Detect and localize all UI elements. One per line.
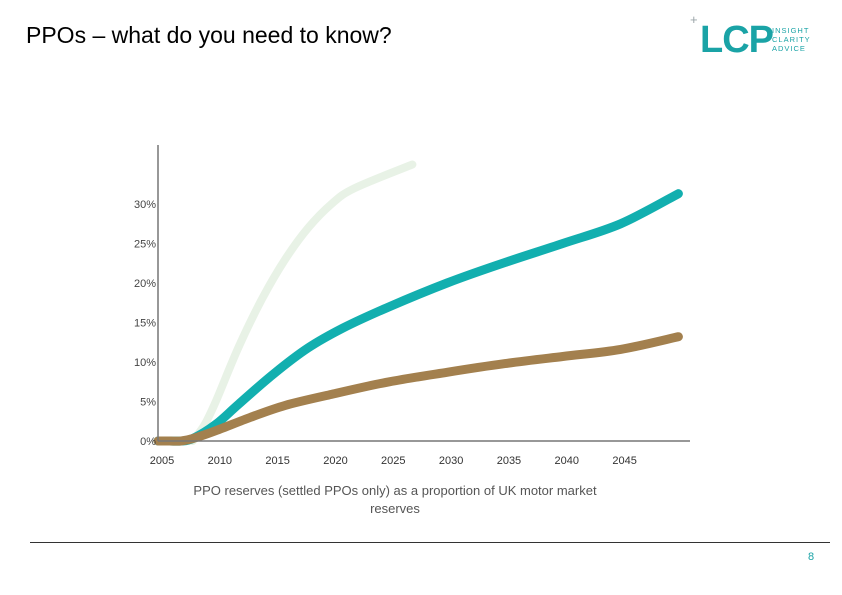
series-layer (153, 160, 683, 446)
x-tick-label: 2015 (265, 455, 289, 467)
logo-tagline: INSIGHT CLARITY ADVICE (772, 26, 811, 53)
y-tick-label: 10% (134, 357, 156, 369)
x-tick-label: 2020 (323, 455, 347, 467)
x-tick-label: 2025 (381, 455, 405, 467)
x-tick-label: 2045 (612, 455, 636, 467)
y-tick-label: 20% (134, 278, 156, 290)
series-line (188, 160, 417, 445)
y-tick-label: 25% (134, 239, 156, 251)
y-tick-label: 15% (134, 318, 156, 330)
footer-divider (30, 542, 830, 543)
x-tick-label: 2035 (497, 455, 521, 467)
logo-tagline-line: INSIGHT (772, 26, 810, 35)
axis-layer: 0% 5% 10% 15% 20% 25% 30% 2005 2010 2015 2020 2025 2… (134, 145, 690, 467)
page-number: 8 (808, 551, 815, 563)
logo-tagline-line: ADVICE (772, 44, 806, 53)
logo-plus-icon: + (690, 12, 698, 27)
x-tick-label: 2040 (555, 455, 579, 467)
x-tick-label: 2030 (439, 455, 463, 467)
logo-tagline-line: CLARITY (772, 35, 811, 44)
series-line (153, 189, 683, 446)
y-tick-label: 30% (134, 199, 156, 211)
lcp-logo: + LCP INSIGHT CLARITY ADVICE (690, 12, 830, 62)
x-tick-label: 2005 (150, 455, 174, 467)
y-tick-label: 0% (140, 436, 156, 448)
slide-title: PPOs – what do you need to know? (26, 22, 392, 48)
chart-caption: PPO reserves (settled PPOs only) as a pr… (193, 483, 597, 516)
y-tick-label: 5% (140, 397, 156, 409)
logo-wordmark: LCP (700, 19, 774, 61)
x-tick-label: 2010 (208, 455, 232, 467)
